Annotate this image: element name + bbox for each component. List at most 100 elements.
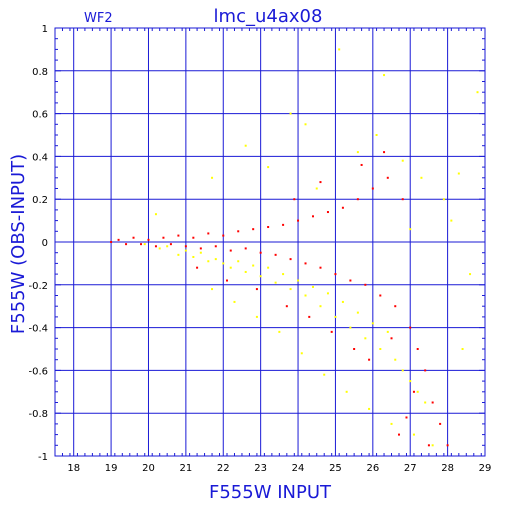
scatter-point [368,407,371,410]
scatter-point [315,187,318,190]
scatter-point [461,348,464,350]
scatter-point [394,305,397,308]
scatter-point [192,236,195,239]
scatter-point [199,247,202,250]
scatter-point [244,247,247,250]
scatter-point [158,247,161,250]
scatter-point [353,348,356,350]
x-tick-label: 20 [142,463,155,474]
scatter-point [390,422,393,425]
scatter-point [356,198,359,201]
scatter-point [255,288,258,291]
scatter-point [457,172,460,175]
scatter-point [233,300,236,303]
scatter-point [177,234,180,237]
scatter-point [237,230,240,233]
scatter-point [304,294,307,297]
scatter-point [259,275,262,278]
scatter-point [169,243,172,246]
scatter-point [162,236,165,239]
scatter-point [154,213,157,216]
x-tick-label: 22 [217,463,230,474]
scatter-point [304,262,307,265]
x-axis-label: F555W INPUT [209,482,332,503]
x-tick-label: 26 [366,463,379,474]
x-tick-label: 28 [441,463,454,474]
scatter-point [211,288,214,291]
tick-labels: 18 19 20 21 22 23 24 25 26 27 28 29 -1 -0.8 -0.6 -0.4 -0… [28,24,491,474]
scatter-point [390,337,393,340]
y-tick-label: 1 [42,24,48,35]
scatter-point [308,315,311,318]
y-tick-label: 0 [42,238,48,249]
scatter-point [409,380,412,383]
scatter-point [401,159,404,162]
scatter-point [424,369,427,372]
scatter-point [412,390,415,393]
scatter-point [356,311,359,314]
scatter-point [177,253,180,256]
x-tick-label: 18 [67,463,80,474]
scatter-point [252,264,255,267]
scatter-point [349,326,352,329]
scatter-point [207,260,210,263]
scatter-point [140,243,142,246]
y-tick-label: 0.4 [32,152,48,163]
scatter-point [368,358,371,361]
scatter-point [117,238,120,241]
y-tick-label: 0.6 [32,110,48,121]
scatter-point [192,255,195,258]
scatter-point [222,262,225,265]
scatter-point [304,123,307,126]
scatter-point [439,422,442,425]
scatter-point [274,281,277,284]
y-tick-label: -0.4 [28,324,48,335]
scatter-point [297,219,300,222]
scatter-point [244,144,247,147]
scatter-point [252,228,255,231]
scatter-point [293,198,296,201]
scatter-point [312,285,314,288]
scatter-point [289,258,292,261]
scatter-point [267,266,270,269]
scatter-point [371,322,374,325]
scatter-point [323,373,326,376]
scatter-point [147,238,150,241]
scatter-point [196,266,199,269]
scatter-point [356,151,359,154]
scatter-point [401,369,404,372]
scatter-point [416,348,419,350]
scatter-point [110,241,113,243]
scatter-point [431,401,434,404]
scatter-point [319,305,322,308]
scatter-point [476,91,479,94]
scatter-point [184,245,187,248]
scatter-point [330,330,333,333]
scatter-point [255,315,258,318]
scatter-point [383,74,386,77]
scatter-point [405,416,408,419]
scatter-point [416,390,419,393]
scatter-point [278,330,281,333]
scatter-point [386,176,389,179]
scatter-point [214,245,217,248]
x-tick-label: 27 [404,463,417,474]
scatter-point [207,232,210,235]
scatter-point [409,228,412,231]
scatter-point [166,245,169,248]
y-tick-label: 0.2 [32,195,48,206]
scatter-point [297,279,300,282]
x-tick-label: 24 [292,463,305,474]
y-tick-label: -1 [38,452,48,463]
scatter-point [319,266,322,269]
scatter-point [349,279,352,282]
scatter-point [211,176,214,179]
data-points [110,48,479,447]
scatter-point [427,444,430,447]
scatter-point [375,134,378,136]
scatter-point [386,330,389,333]
x-tick-label: 29 [479,463,492,474]
scatter-point [222,234,225,237]
scatter-point [132,236,135,239]
